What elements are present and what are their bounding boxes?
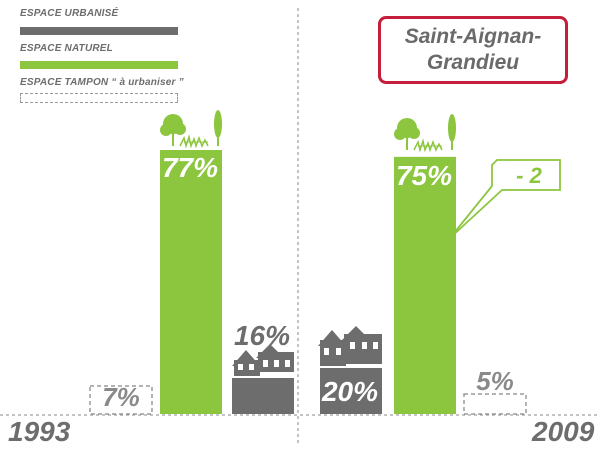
bar-urbanise-1993 bbox=[232, 378, 294, 414]
legend-swatch-urbanise bbox=[20, 27, 178, 35]
nature-icon-1993 bbox=[160, 110, 222, 149]
chart-title: Saint-Aignan-Grandieu bbox=[378, 16, 568, 84]
houses-icon-2009 bbox=[318, 326, 382, 366]
pct-tampon-2009: 5% bbox=[476, 366, 514, 396]
houses-icon-1993 bbox=[232, 344, 294, 376]
legend-label-naturel: ESPACE NATUREL bbox=[20, 43, 113, 54]
pct-tampon-1993: 7% bbox=[102, 382, 140, 412]
bar-urbanise-2009 bbox=[320, 368, 382, 414]
year-label-2009: 2009 bbox=[532, 416, 595, 447]
change-callout bbox=[449, 159, 561, 239]
bar-naturel-2009 bbox=[394, 156, 456, 414]
year-label-1993: 1993 bbox=[8, 416, 71, 447]
bar-tampon-1993 bbox=[89, 385, 153, 415]
legend-label-tampon: ESPACE TAMPON “ à urbaniser ” bbox=[20, 77, 184, 88]
bar-tampon-2009 bbox=[463, 393, 527, 415]
legend-swatch-tampon bbox=[20, 93, 178, 103]
bar-naturel-1993 bbox=[160, 150, 222, 414]
legend-swatch-naturel bbox=[20, 61, 178, 69]
pct-urbanise-2009: 20% bbox=[321, 376, 379, 407]
change-label: - 2 bbox=[516, 163, 542, 188]
nature-icon-2009 bbox=[394, 114, 456, 153]
bars-group bbox=[89, 150, 527, 415]
legend-label-urbanise: ESPACE URBANISÉ bbox=[20, 8, 119, 19]
pct-urbanise-1993: 16% bbox=[233, 320, 291, 351]
chart-title-text: Saint-Aignan-Grandieu bbox=[404, 25, 542, 74]
pct-naturel-2009: 75% bbox=[395, 160, 453, 191]
pct-naturel-1993: 77% bbox=[161, 152, 219, 183]
